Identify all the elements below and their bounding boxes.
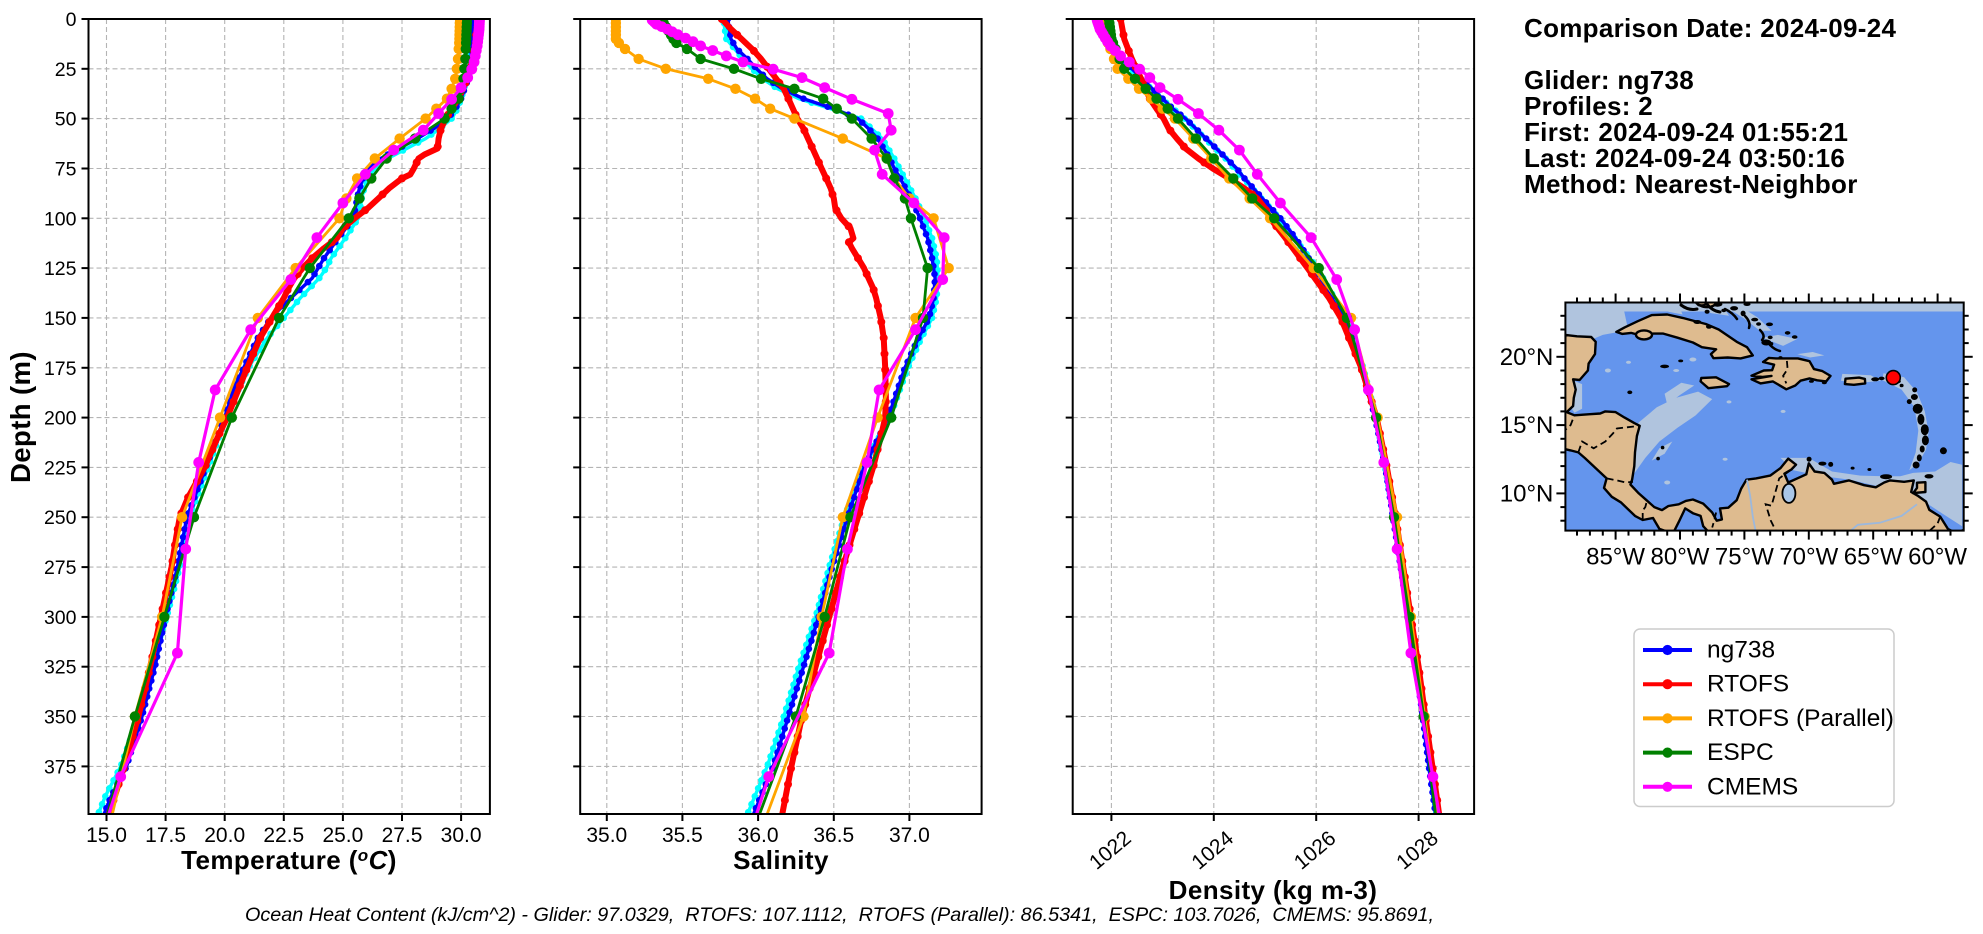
svg-text:27.5: 27.5: [382, 824, 423, 847]
svg-text:125: 125: [44, 258, 77, 280]
svg-text:30.0: 30.0: [441, 824, 482, 847]
svg-text:17.5: 17.5: [145, 824, 186, 847]
svg-text:Depth (m): Depth (m): [5, 351, 36, 483]
svg-text:0: 0: [66, 9, 77, 31]
svg-text:350: 350: [44, 707, 77, 729]
svg-text:25: 25: [55, 59, 77, 81]
svg-text:First: 2024-09-24 01:55:21: First: 2024-09-24 01:55:21: [1524, 117, 1848, 147]
svg-text:15.0: 15.0: [86, 824, 127, 847]
svg-text:275: 275: [44, 557, 77, 579]
svg-text:Salinity: Salinity: [733, 845, 829, 875]
svg-text:80°W: 80°W: [1651, 544, 1710, 571]
svg-text:ng738: ng738: [1707, 637, 1775, 664]
svg-text:250: 250: [44, 507, 77, 529]
svg-text:Profiles: 2: Profiles: 2: [1524, 91, 1653, 121]
svg-text:85°W: 85°W: [1586, 544, 1645, 571]
svg-text:CMEMS: CMEMS: [1707, 773, 1798, 800]
svg-text:36.5: 36.5: [813, 824, 854, 847]
svg-text:Last: 2024-09-24 03:50:16: Last: 2024-09-24 03:50:16: [1524, 143, 1845, 173]
svg-text:25.0: 25.0: [322, 824, 363, 847]
svg-text:15°N: 15°N: [1500, 412, 1554, 439]
svg-text:Glider: ng738: Glider: ng738: [1524, 65, 1694, 95]
svg-text:175: 175: [44, 358, 77, 380]
svg-text:20.0: 20.0: [204, 824, 245, 847]
svg-text:Ocean Heat Content (kJ/cm^2) -: Ocean Heat Content (kJ/cm^2) - Glider: 9…: [245, 904, 1434, 926]
svg-text:22.5: 22.5: [263, 824, 304, 847]
svg-text:375: 375: [44, 756, 77, 778]
svg-text:Comparison Date: 2024-09-24: Comparison Date: 2024-09-24: [1524, 13, 1896, 43]
svg-text:Density (kg m-3): Density (kg m-3): [1169, 875, 1378, 905]
svg-text:75°W: 75°W: [1715, 544, 1774, 571]
svg-text:35.0: 35.0: [586, 824, 627, 847]
svg-text:65°W: 65°W: [1844, 544, 1903, 571]
svg-text:RTOFS: RTOFS: [1707, 671, 1789, 698]
svg-text:75: 75: [55, 159, 77, 181]
svg-text:36.0: 36.0: [738, 824, 779, 847]
svg-text:325: 325: [44, 657, 77, 679]
svg-text:50: 50: [55, 109, 77, 131]
svg-text:10°N: 10°N: [1500, 480, 1554, 507]
svg-text:ESPC: ESPC: [1707, 739, 1774, 766]
svg-text:100: 100: [44, 208, 77, 230]
svg-text:35.5: 35.5: [662, 824, 703, 847]
svg-text:150: 150: [44, 308, 77, 330]
svg-text:300: 300: [44, 607, 77, 629]
svg-text:Method: Nearest-Neighbor: Method: Nearest-Neighbor: [1524, 169, 1858, 199]
svg-text:60°W: 60°W: [1908, 544, 1967, 571]
svg-text:200: 200: [44, 408, 77, 430]
svg-text:Temperature (oC): Temperature (oC): [181, 845, 397, 875]
svg-text:70°W: 70°W: [1779, 544, 1838, 571]
svg-text:225: 225: [44, 457, 77, 479]
svg-text:RTOFS (Parallel): RTOFS (Parallel): [1707, 705, 1894, 732]
svg-text:20°N: 20°N: [1500, 344, 1554, 371]
svg-text:37.0: 37.0: [889, 824, 930, 847]
